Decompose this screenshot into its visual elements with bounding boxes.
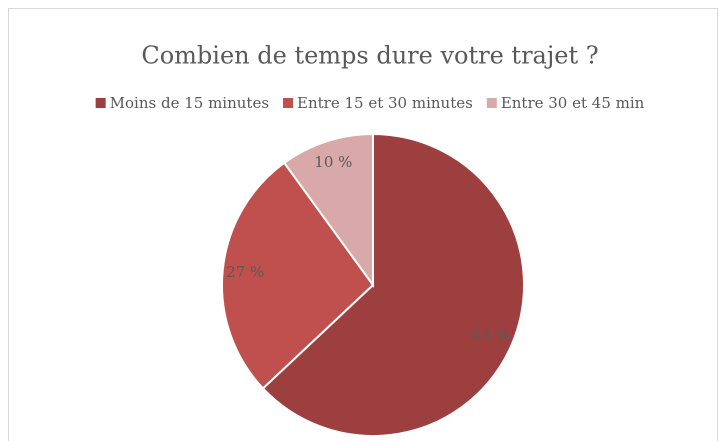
- legend-swatch: [283, 98, 294, 108]
- pie-slice: [282, 132, 374, 289]
- legend-swatch: [95, 98, 106, 108]
- legend-label: Entre 30 et 45 min: [501, 94, 645, 112]
- data-label: 10 %: [314, 153, 352, 171]
- legend-label: Entre 15 et 30 minutes: [297, 94, 473, 112]
- chart-title: Combien de temps dure votre trajet ?: [141, 42, 598, 70]
- legend-label: Moins de 15 minutes: [110, 94, 269, 112]
- pie-slice: [221, 161, 375, 390]
- data-label: 27 %: [226, 263, 264, 281]
- legend-swatch: [486, 98, 497, 108]
- pie-slice: [261, 132, 525, 437]
- legend: Moins de 15 minutes Entre 15 et 30 minute…: [95, 94, 645, 112]
- data-label: 63 %: [472, 326, 510, 344]
